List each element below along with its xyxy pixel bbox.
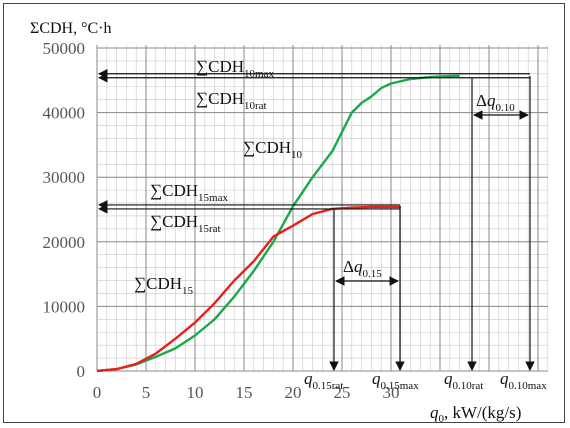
x-tick-label: 30: [383, 383, 400, 402]
major-grid: [96, 45, 548, 372]
cdh15-curve-label: ∑CDH15: [134, 274, 194, 297]
annotations: ∑CDH10max ∑CDH10rat ∑CDH15max ∑CDH15rat ∑CDH…: [98, 57, 547, 392]
y-tick-label: 0: [77, 362, 86, 381]
y-tick-label: 30000: [43, 168, 86, 187]
series-line-ΣCDH10: [96, 74, 460, 373]
tick-labels: 0 5 10 15 20 25 30 0 10000 20000 30000 40000 50000: [43, 39, 400, 402]
cdh10max-label: ∑CDH10max: [196, 57, 274, 80]
cdh10-curve-label: ∑CDH10: [243, 138, 303, 161]
axes: ΣCDH, °C·h q0, kW/(kg/s): [30, 20, 521, 425]
q015rat-label: q0.15rat: [304, 369, 343, 392]
y-tick-label: 40000: [43, 104, 86, 123]
x-tick-label: 25: [334, 383, 351, 402]
series-lines: [96, 74, 460, 373]
x-tick-label: 20: [285, 383, 302, 402]
q010rat-label: q0.10rat: [444, 369, 483, 392]
q015max-label: q0.15max: [372, 369, 419, 392]
chart-frame: [3, 3, 565, 423]
y-tick-label: 50000: [43, 39, 86, 58]
cdh10rat-label: ∑CDH10rat: [196, 89, 267, 112]
series-line-ΣCDH15: [96, 205, 401, 373]
y-axis-label: ΣCDH, °C·h: [30, 20, 112, 37]
cdh15max-label: ∑CDH15max: [150, 181, 228, 204]
q010max-label: q0.10max: [500, 369, 547, 392]
x-axis-label: q0, kW/(kg/s): [430, 403, 521, 425]
y-tick-label: 20000: [43, 233, 86, 252]
x-tick-label: 10: [187, 383, 204, 402]
minor-grid: [96, 45, 549, 372]
y-tick-label: 10000: [43, 297, 86, 316]
x-tick-label: 5: [142, 383, 151, 402]
x-tick-label: 0: [93, 383, 102, 402]
dq015-label: Δq0.15: [343, 257, 382, 280]
cdh15rat-label: ∑CDH15rat: [150, 212, 221, 235]
dq010-label: Δq0.10: [476, 91, 515, 114]
x-tick-label: 15: [236, 383, 253, 402]
